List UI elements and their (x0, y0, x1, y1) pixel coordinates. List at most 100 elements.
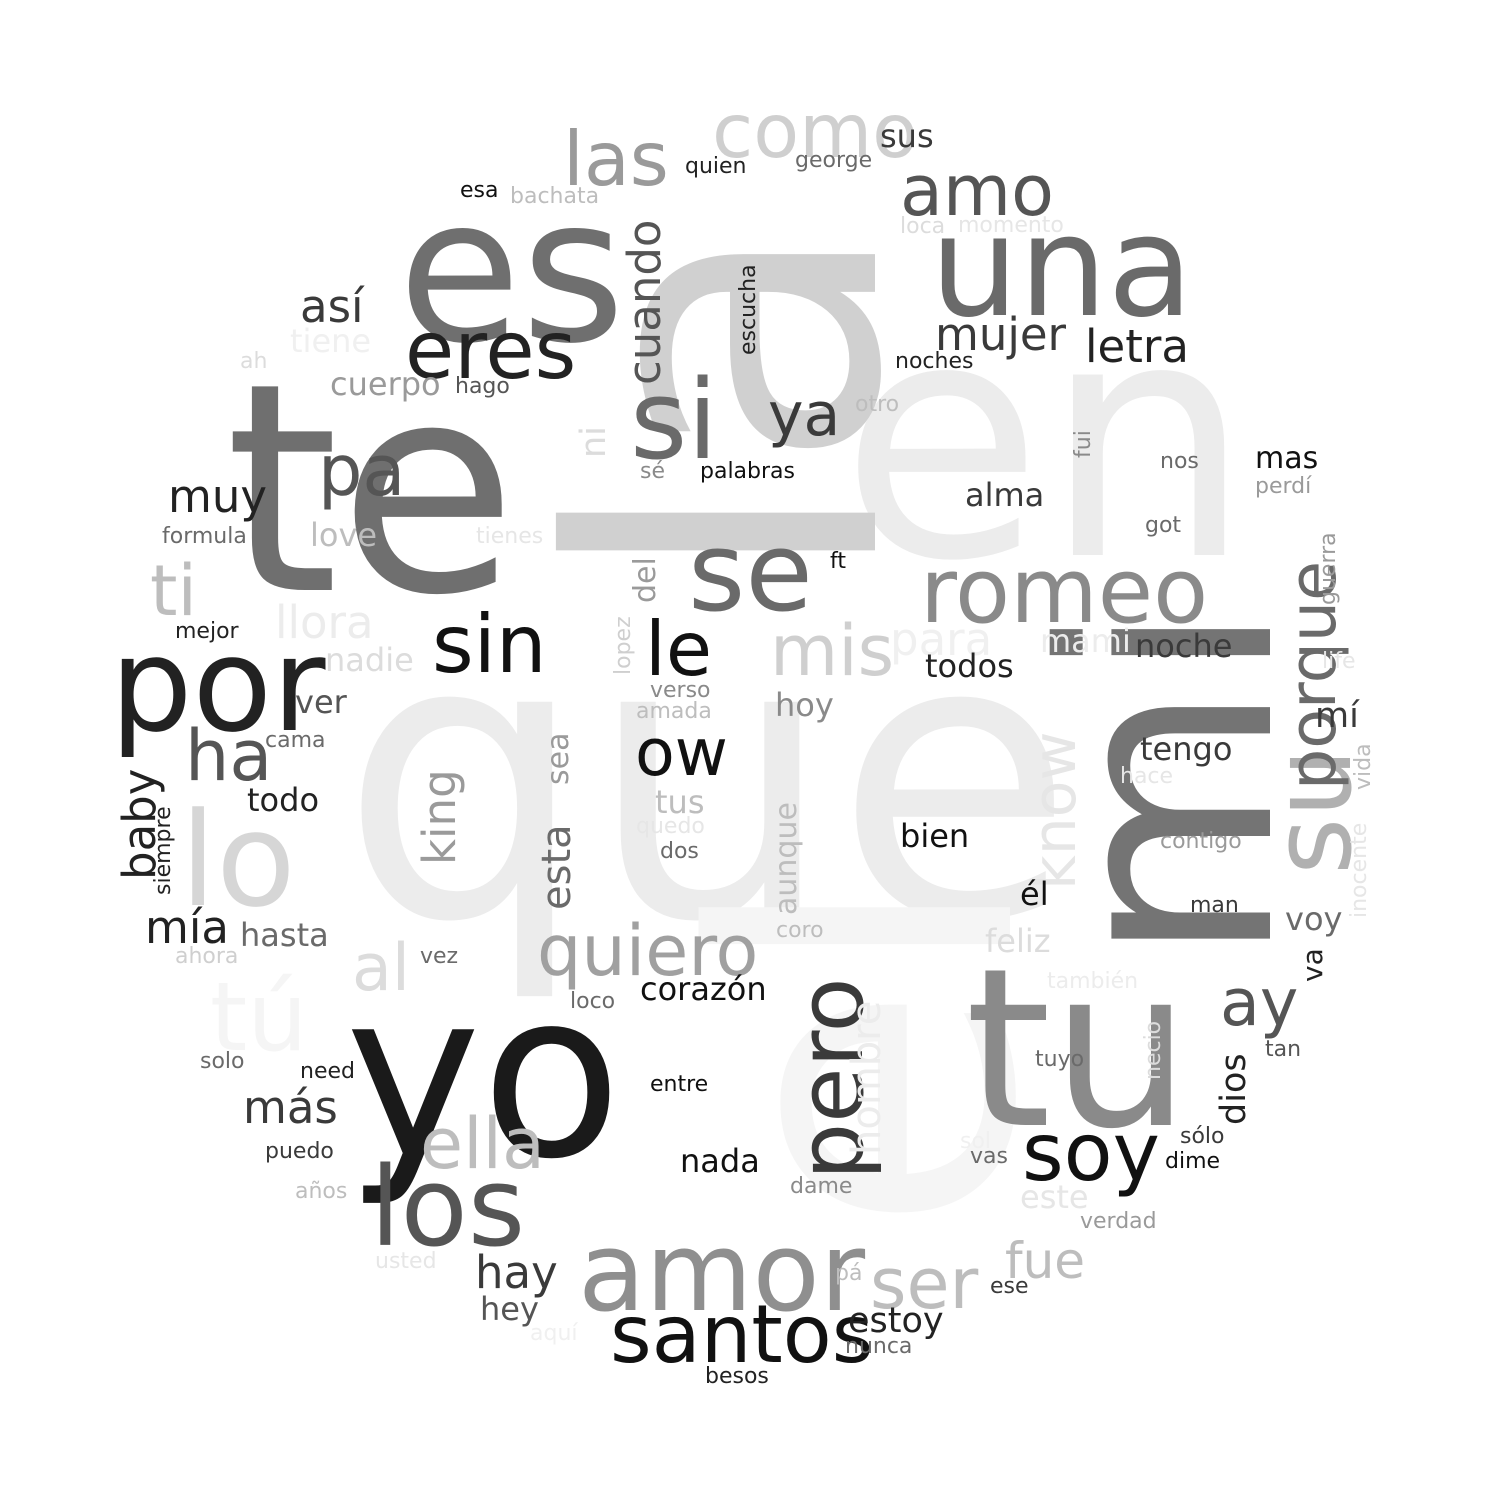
word-al: al (352, 931, 410, 1006)
word-le: le (645, 605, 712, 693)
word-su: su (1248, 748, 1376, 875)
word-mi: mi (1002, 602, 1339, 965)
word-dame: dame (790, 1174, 852, 1199)
word-cama: cama (265, 728, 326, 753)
word-lo: lo (180, 784, 296, 936)
word-ni: ni (574, 426, 614, 458)
word-corazón: corazón (640, 970, 767, 1008)
word-dios: dios (1214, 1053, 1254, 1125)
word-got: got (1145, 513, 1181, 538)
word-como: como (712, 87, 918, 175)
word-hay: hay (475, 1246, 558, 1299)
word-cuerpo: cuerpo (330, 365, 441, 403)
word-mía: mía (145, 901, 229, 954)
word-loco: loco (570, 989, 615, 1014)
word-usted: usted (375, 1249, 437, 1274)
word-puedo: puedo (265, 1139, 334, 1164)
word-siempre: siempre (151, 806, 176, 895)
word-cuando: cuando (618, 220, 671, 385)
word-te: te (225, 322, 517, 659)
word-hombre: hombre (844, 1001, 890, 1155)
word-ah: ah (240, 349, 267, 374)
word-ver: ver (295, 683, 348, 721)
word-soy: soy (1022, 1106, 1160, 1199)
word-más: más (243, 1081, 338, 1134)
word-baby: baby (113, 769, 166, 880)
word-aunque: aunque (769, 802, 804, 915)
word-que: que (340, 553, 1075, 1007)
word-nunca: nunca (845, 1334, 912, 1359)
word-verso: verso (650, 678, 711, 703)
word-eres: eres (405, 304, 576, 397)
word-contigo: contigo (1160, 829, 1242, 854)
word-otro: otro (855, 392, 899, 417)
word-noches: noches (895, 349, 973, 374)
word-vez: vez (420, 944, 458, 969)
word-hago: hago (455, 374, 510, 399)
word-muy: muy (168, 470, 267, 523)
word-tiene: tiene (290, 322, 371, 360)
word-coro: coro (776, 918, 824, 943)
word-perdí: perdí (1255, 474, 1312, 499)
word-todo: todo (247, 781, 319, 819)
word-años: años (295, 1179, 347, 1204)
word-hasta: hasta (240, 916, 329, 954)
word-guerra: guerra (1316, 532, 1341, 605)
word-ser: ser (870, 1243, 979, 1325)
word-ha: ha (185, 715, 272, 797)
word-palabras: palabras (700, 459, 795, 484)
word-hoy: hoy (775, 686, 834, 724)
word-mis: mis (770, 610, 894, 692)
word-fui: fui (1071, 430, 1096, 458)
word-va: va (1296, 948, 1329, 982)
word-ella: ella (420, 1103, 545, 1185)
word-nadie: nadie (325, 641, 414, 679)
word-llora: llora (275, 596, 374, 649)
word-know: know (1020, 731, 1090, 890)
word-nos: nos (1160, 449, 1199, 474)
word-bien: bien (900, 817, 969, 855)
word-lopez: lopez (611, 616, 636, 675)
word-alma: alma (965, 476, 1044, 514)
word-inocente: inocente (1347, 823, 1372, 918)
word-sin: sin (432, 598, 547, 691)
word-sol: sol (960, 1129, 991, 1154)
word-quien: quien (685, 154, 747, 179)
word-es: es (398, 155, 625, 388)
word-amor: amor (578, 1208, 866, 1336)
word-los: los (370, 1143, 525, 1271)
word-tienes: tienes (476, 524, 543, 549)
word-hace: hace (1120, 764, 1173, 789)
word-amada: amada (636, 699, 712, 724)
word-escucha: escucha (736, 264, 761, 355)
word-se: se (688, 508, 813, 636)
word-mami: mami (1040, 622, 1131, 660)
word-mí: mí (1315, 696, 1360, 736)
word-si: si (630, 356, 718, 484)
word-formula: formula (162, 524, 247, 549)
word-feliz: feliz (985, 922, 1051, 960)
word-noche: noche (1135, 627, 1232, 665)
word-sé: sé (640, 459, 665, 484)
word-ay: ay (1220, 966, 1298, 1041)
word-así: así (300, 280, 365, 333)
word-mujer: mujer (935, 308, 1067, 361)
word-ft: ft (830, 549, 846, 574)
word-pa: pa (318, 430, 405, 512)
word-george: george (795, 148, 872, 173)
word-yo: yo (345, 943, 622, 1210)
word-amo: amo (900, 150, 1054, 232)
word-esta: esta (534, 824, 580, 910)
word-por: por (110, 609, 326, 761)
word-tengo: tengo (1140, 730, 1232, 768)
word-king: king (413, 769, 466, 865)
word-solo: solo (200, 1049, 245, 1074)
word-dime: dime (1165, 1149, 1220, 1174)
word-todos: todos (925, 647, 1014, 685)
word-ow: ow (635, 716, 728, 791)
word-tu: tu (965, 921, 1191, 1177)
word-ahora: ahora (175, 944, 238, 969)
word-necio: necio (1141, 1021, 1166, 1080)
word-él: él (1020, 875, 1049, 913)
